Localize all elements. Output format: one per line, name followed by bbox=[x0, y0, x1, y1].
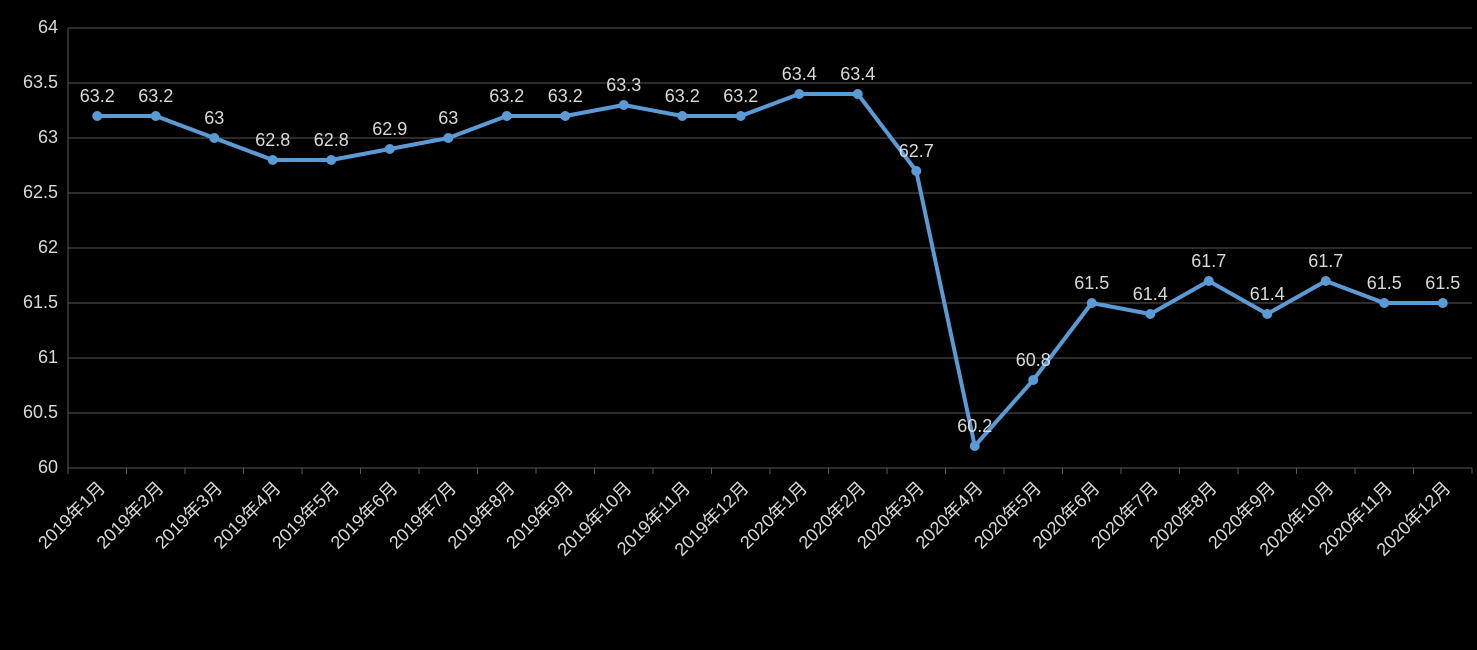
data-point bbox=[1028, 375, 1038, 385]
data-label: 63 bbox=[438, 108, 458, 128]
data-point bbox=[560, 111, 570, 121]
data-label: 61.4 bbox=[1133, 284, 1168, 304]
y-tick-label: 61.5 bbox=[23, 292, 58, 312]
data-point bbox=[209, 133, 219, 143]
data-label: 61.7 bbox=[1308, 251, 1343, 271]
y-tick-label: 60.5 bbox=[23, 402, 58, 422]
data-point bbox=[443, 133, 453, 143]
data-label: 63.2 bbox=[138, 86, 173, 106]
data-label: 63.2 bbox=[489, 86, 524, 106]
y-tick-label: 61 bbox=[38, 347, 58, 367]
data-point bbox=[794, 89, 804, 99]
y-tick-label: 63.5 bbox=[23, 72, 58, 92]
data-label: 61.5 bbox=[1074, 273, 1109, 293]
data-point bbox=[1145, 309, 1155, 319]
data-point bbox=[677, 111, 687, 121]
data-point bbox=[1379, 298, 1389, 308]
data-point bbox=[151, 111, 161, 121]
y-tick-label: 64 bbox=[38, 17, 58, 37]
data-point bbox=[502, 111, 512, 121]
data-label: 62.7 bbox=[899, 141, 934, 161]
data-point bbox=[1204, 276, 1214, 286]
data-label: 60.2 bbox=[957, 416, 992, 436]
data-label: 62.8 bbox=[314, 130, 349, 150]
data-label: 60.8 bbox=[1016, 350, 1051, 370]
data-label: 63.2 bbox=[80, 86, 115, 106]
data-label: 62.9 bbox=[372, 119, 407, 139]
y-tick-label: 63 bbox=[38, 127, 58, 147]
data-point bbox=[385, 144, 395, 154]
data-label: 63.4 bbox=[782, 64, 817, 84]
data-point bbox=[619, 100, 629, 110]
data-point bbox=[268, 155, 278, 165]
data-point bbox=[1262, 309, 1272, 319]
data-point bbox=[1438, 298, 1448, 308]
data-label: 63.3 bbox=[606, 75, 641, 95]
data-point bbox=[326, 155, 336, 165]
y-tick-label: 62 bbox=[38, 237, 58, 257]
data-point bbox=[92, 111, 102, 121]
data-label: 61.5 bbox=[1425, 273, 1460, 293]
data-label: 63.2 bbox=[665, 86, 700, 106]
data-label: 63 bbox=[204, 108, 224, 128]
data-point bbox=[911, 166, 921, 176]
data-label: 61.7 bbox=[1191, 251, 1226, 271]
data-point bbox=[970, 441, 980, 451]
data-point bbox=[1087, 298, 1097, 308]
line-chart: 6060.56161.56262.56363.5642019年1月2019年2月… bbox=[0, 0, 1477, 650]
data-label: 63.2 bbox=[548, 86, 583, 106]
data-point bbox=[736, 111, 746, 121]
data-label: 62.8 bbox=[255, 130, 290, 150]
data-label: 63.2 bbox=[723, 86, 758, 106]
data-point bbox=[853, 89, 863, 99]
data-label: 61.4 bbox=[1250, 284, 1285, 304]
data-label: 61.5 bbox=[1367, 273, 1402, 293]
data-point bbox=[1321, 276, 1331, 286]
data-label: 63.4 bbox=[840, 64, 875, 84]
y-tick-label: 62.5 bbox=[23, 182, 58, 202]
y-tick-label: 60 bbox=[38, 457, 58, 477]
